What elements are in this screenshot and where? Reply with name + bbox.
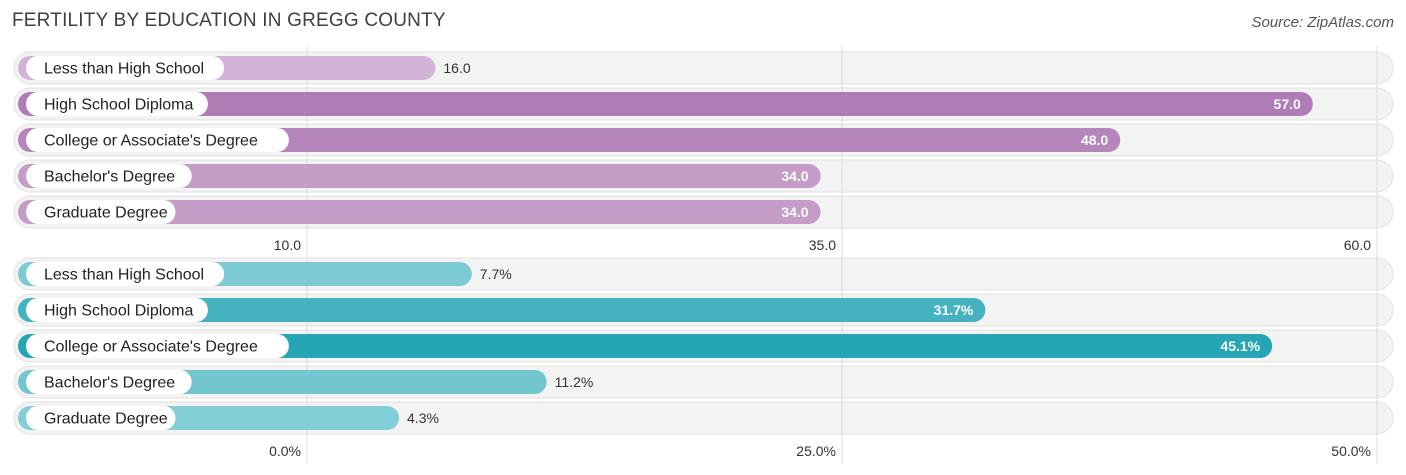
category-label: College or Associate's Degree	[44, 339, 258, 356]
value-label: 7.7%	[480, 266, 512, 282]
category-label: Less than High School	[44, 267, 204, 284]
tick-label: 50.0%	[1331, 443, 1371, 459]
value-label: 57.0	[1274, 96, 1301, 112]
category-label: Bachelor's Degree	[44, 169, 175, 186]
category-label-pill	[26, 56, 225, 80]
bar	[18, 298, 986, 322]
category-label-pill	[26, 200, 176, 224]
category-label: High School Diploma	[44, 303, 194, 320]
bar	[18, 200, 821, 224]
category-label-pill	[26, 334, 289, 358]
value-label: 34.0	[781, 204, 808, 220]
category-label-pill	[26, 370, 192, 394]
category-label-pill	[26, 406, 176, 430]
value-label: 45.1%	[1220, 338, 1260, 354]
category-label: High School Diploma	[44, 97, 194, 114]
tick-label: 10.0	[274, 237, 301, 253]
category-label: Less than High School	[44, 61, 204, 78]
bar	[18, 92, 1313, 116]
category-label-pill	[26, 164, 192, 188]
category-label-pill	[26, 92, 208, 116]
source-label: Source: ZipAtlas.com	[1251, 14, 1394, 31]
value-label: 16.0	[443, 60, 470, 76]
bar	[18, 128, 1121, 152]
value-label: 31.7%	[934, 302, 974, 318]
value-label: 34.0	[781, 168, 808, 184]
category-label-pill	[26, 298, 208, 322]
category-label: Graduate Degree	[44, 205, 168, 222]
tick-label: 60.0	[1344, 237, 1371, 253]
category-label: Graduate Degree	[44, 411, 168, 428]
value-label: 48.0	[1081, 132, 1108, 148]
category-label-pill	[26, 262, 225, 286]
category-label: Bachelor's Degree	[44, 375, 175, 392]
bar	[18, 334, 1273, 358]
tick-label: 35.0	[809, 237, 836, 253]
category-label: College or Associate's Degree	[44, 133, 258, 150]
bar	[18, 164, 821, 188]
category-label-pill	[26, 128, 289, 152]
value-label: 11.2%	[555, 374, 594, 390]
value-label: 4.3%	[407, 410, 439, 426]
chart-title: FERTILITY BY EDUCATION IN GREGG COUNTY	[12, 10, 446, 31]
tick-label: 0.0%	[269, 443, 301, 459]
tick-label: 25.0%	[796, 443, 836, 459]
